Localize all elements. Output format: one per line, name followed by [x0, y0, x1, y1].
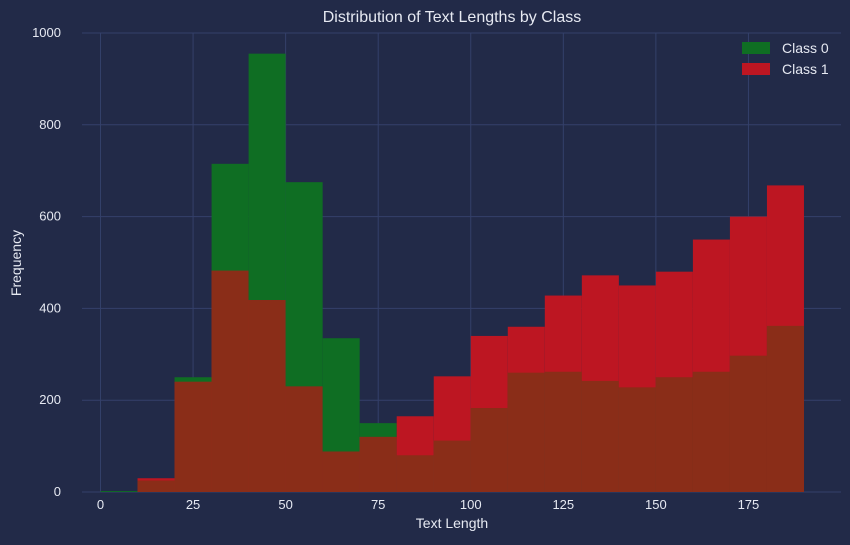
- y-tick-label: 400: [39, 300, 61, 315]
- x-tick-label: 100: [460, 497, 482, 512]
- y-tick-label: 800: [39, 117, 61, 132]
- legend-label: Class 0: [782, 40, 829, 56]
- overlap-bar: [285, 386, 323, 492]
- overlap-bar: [470, 408, 508, 492]
- legend-label: Class 1: [782, 61, 829, 77]
- y-tick-label: 0: [54, 484, 61, 499]
- overlap-bar: [507, 372, 545, 492]
- x-tick-label: 175: [738, 497, 760, 512]
- x-tick-label: 150: [645, 497, 667, 512]
- overlap-bar: [248, 300, 286, 492]
- class-0-bar: [100, 491, 138, 492]
- overlap-bar: [433, 440, 471, 492]
- overlap-bar: [581, 380, 619, 492]
- overlap-bar: [359, 436, 397, 492]
- overlap-bar: [396, 455, 434, 492]
- y-tick-label: 1000: [32, 25, 61, 40]
- legend-swatch: [742, 42, 770, 54]
- y-axis-label: Frequency: [8, 230, 24, 296]
- overlap-bar: [655, 377, 693, 492]
- overlap-bar: [322, 451, 360, 492]
- overlap-bar: [766, 325, 804, 492]
- bars-layer: [100, 53, 804, 493]
- overlap-bar: [729, 355, 767, 492]
- x-tick-label: 75: [371, 497, 385, 512]
- overlap-bar: [174, 381, 212, 492]
- legend: Class 0 Class 1: [742, 40, 829, 77]
- x-tick-label: 25: [186, 497, 200, 512]
- x-tick-label: 0: [97, 497, 104, 512]
- x-tick-label: 50: [278, 497, 292, 512]
- x-axis-label: Text Length: [416, 515, 488, 531]
- overlap-bar: [692, 371, 730, 492]
- overlap-bar: [137, 480, 175, 492]
- overlap-bar: [618, 387, 656, 492]
- axes-layer: 0 25 50 75 100 125 150 175 0 200 400 600 800 1000: [32, 25, 759, 512]
- overlap-bar: [544, 371, 582, 492]
- chart-title: Distribution of Text Lengths by Class: [323, 9, 582, 26]
- y-tick-label: 200: [39, 392, 61, 407]
- overlap-bar: [211, 270, 249, 492]
- legend-swatch: [742, 63, 770, 75]
- y-tick-label: 600: [39, 209, 61, 224]
- x-tick-label: 125: [552, 497, 574, 512]
